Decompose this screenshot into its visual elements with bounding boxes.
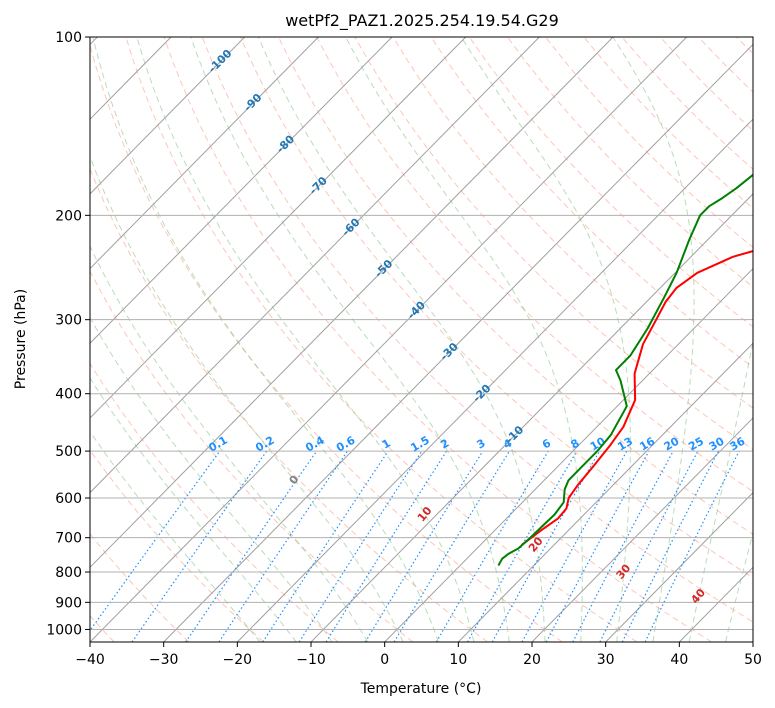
isotherm [90,37,540,494]
y-tick-label: 900 [55,595,82,611]
mixing-ratio-line [491,450,601,642]
dry-adiabat [90,449,264,642]
isotherm [90,37,688,642]
moist-adiabat [90,316,333,642]
mixing-ratio-line [621,450,719,642]
moist-adiabat [90,430,261,642]
mixing-ratio-line [393,450,510,642]
moist-adiabat [725,530,753,642]
mixing-ratio-line [218,450,348,642]
moist-adiabat [612,37,695,642]
moist-adiabat [460,37,631,642]
mixing-ratio-line [185,450,318,642]
isotherm [236,118,753,642]
mixing-ratio-line [521,450,628,642]
moist-adiabat [136,37,475,642]
moist-adiabat [190,37,510,642]
y-tick-label: 700 [55,531,82,547]
mixing-ratio-line [545,450,650,642]
chart-title: wetPf2_PAZ1.2025.254.19.54.G29 [285,11,559,31]
isotherm [384,267,753,642]
y-tick-label: 1000 [46,622,82,638]
dry-adiabat [316,37,753,493]
x-tick-label: −10 [296,652,326,668]
dry-adiabat [239,37,753,579]
x-tick-label: 0 [380,652,389,668]
mixing-ratio-line [298,450,423,642]
moist-adiabat [90,155,404,642]
isotherm [90,37,246,195]
y-tick-label: 300 [55,313,82,329]
moist-adiabat [92,37,439,642]
dry-adiabat [201,37,753,623]
x-tick-label: −40 [75,652,105,668]
dry-adiabat [506,37,753,288]
dry-adiabat [163,37,712,642]
x-tick-label: 40 [670,652,688,668]
mixing-ratio-line [90,450,221,632]
mixing-ratio-line [262,450,389,642]
y-tick-label: 200 [55,208,82,224]
isotherm [90,37,393,344]
mixing-ratio-line [325,450,448,642]
moist-adiabat [257,37,546,642]
mixing-ratio-line [131,450,268,642]
x-tick-label: −20 [223,652,253,668]
x-tick-label: 20 [523,652,541,668]
x-tick-label: 10 [449,652,467,668]
moist-adiabat [90,376,297,642]
isotherm [90,37,614,569]
isotherm [90,37,467,419]
y-tick-label: 500 [55,444,82,460]
dewpoint-profile-line [497,173,753,566]
dry-adiabat [430,37,753,368]
dry-adiabat [125,37,638,642]
pressure-gridlines [90,36,753,630]
isotherm [457,342,753,642]
y-tick-label: 600 [55,491,82,507]
x-tick-label: 30 [597,652,615,668]
isotherm [531,417,753,642]
x-tick-label: 50 [744,652,762,668]
dry-adiabat [354,37,753,451]
y-tick-label: 800 [55,565,82,581]
mixing-ratio-line [364,450,484,642]
isotherm [163,43,753,642]
background-lines [90,37,753,642]
profiles [497,173,753,566]
temperature-profile-line [521,250,753,546]
plot-frame [89,36,754,643]
x-tick-label: −30 [149,652,179,668]
mixing-ratio-line [644,450,740,642]
dry-adiabat [468,37,753,328]
x-axis-label: Temperature (°C) [360,681,482,697]
moist-adiabat [688,339,753,642]
dry-adiabat [90,167,488,642]
isotherm [90,37,319,270]
dry-adiabat [392,37,753,409]
moist-adiabat [90,245,369,642]
isotherm [605,491,753,642]
y-tick-label: 400 [55,387,82,403]
y-tick-label: 100 [55,30,82,46]
isotherm [310,193,753,642]
dry-adiabat [90,43,563,642]
dry-adiabat [90,362,339,642]
y-axis-label: Pressure (hPa) [13,289,29,389]
